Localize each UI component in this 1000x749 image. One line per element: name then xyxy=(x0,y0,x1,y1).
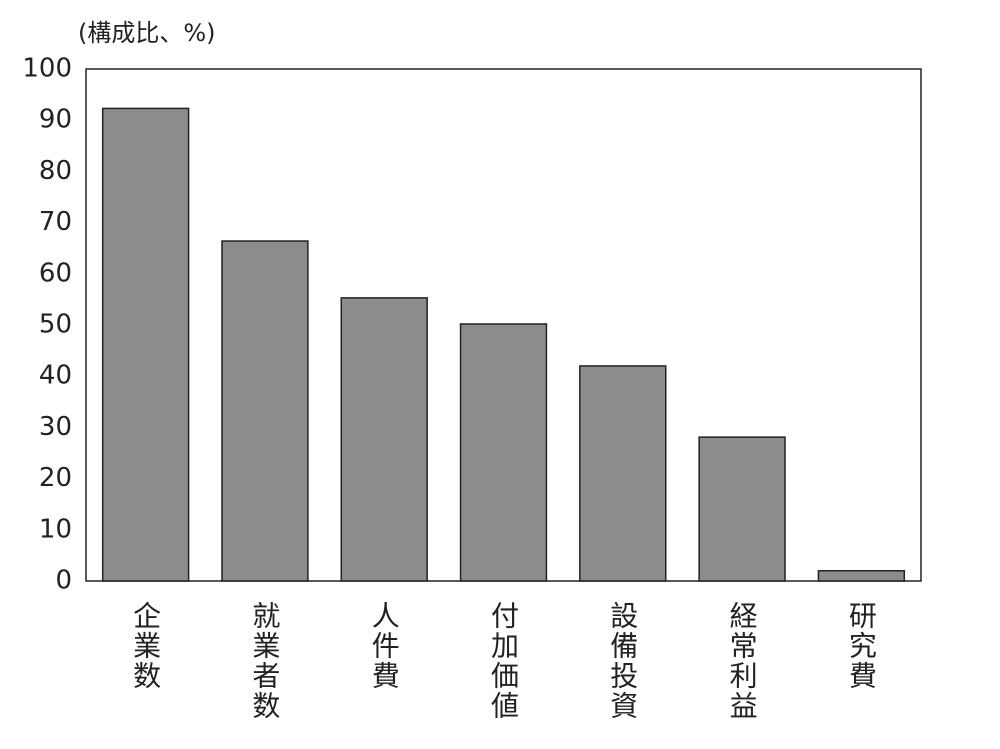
y-tick-label: 100 xyxy=(22,54,72,84)
y-tick-label: 10 xyxy=(39,514,72,544)
bar xyxy=(340,297,428,582)
y-tick-label: 20 xyxy=(39,463,72,493)
y-tick-label: 40 xyxy=(39,361,72,391)
y-tick-label: 50 xyxy=(39,310,72,340)
y-tick-label: 0 xyxy=(55,566,72,596)
bar xyxy=(698,436,786,582)
x-tick-label: 研究費 xyxy=(845,601,878,691)
x-tick-label: 付加価値 xyxy=(487,601,520,721)
x-tick-label: 人件費 xyxy=(368,601,401,691)
bar xyxy=(459,323,548,582)
bar xyxy=(817,570,906,582)
y-tick-label: 30 xyxy=(39,412,72,442)
x-tick-label: 経常利益 xyxy=(726,601,759,721)
y-tick-label: 70 xyxy=(39,207,72,237)
x-tick-label: 就業者数 xyxy=(248,601,281,721)
bar xyxy=(101,107,190,582)
x-tick-label: 設備投資 xyxy=(606,601,639,721)
y-tick-label: 90 xyxy=(39,105,72,135)
y-tick-label: 60 xyxy=(39,258,72,288)
x-tick-label: 企業数 xyxy=(129,601,162,691)
y-axis-label: (構成比、%) xyxy=(78,19,216,47)
bar xyxy=(221,240,309,582)
y-tick-label: 80 xyxy=(39,156,72,186)
bar xyxy=(579,365,667,582)
